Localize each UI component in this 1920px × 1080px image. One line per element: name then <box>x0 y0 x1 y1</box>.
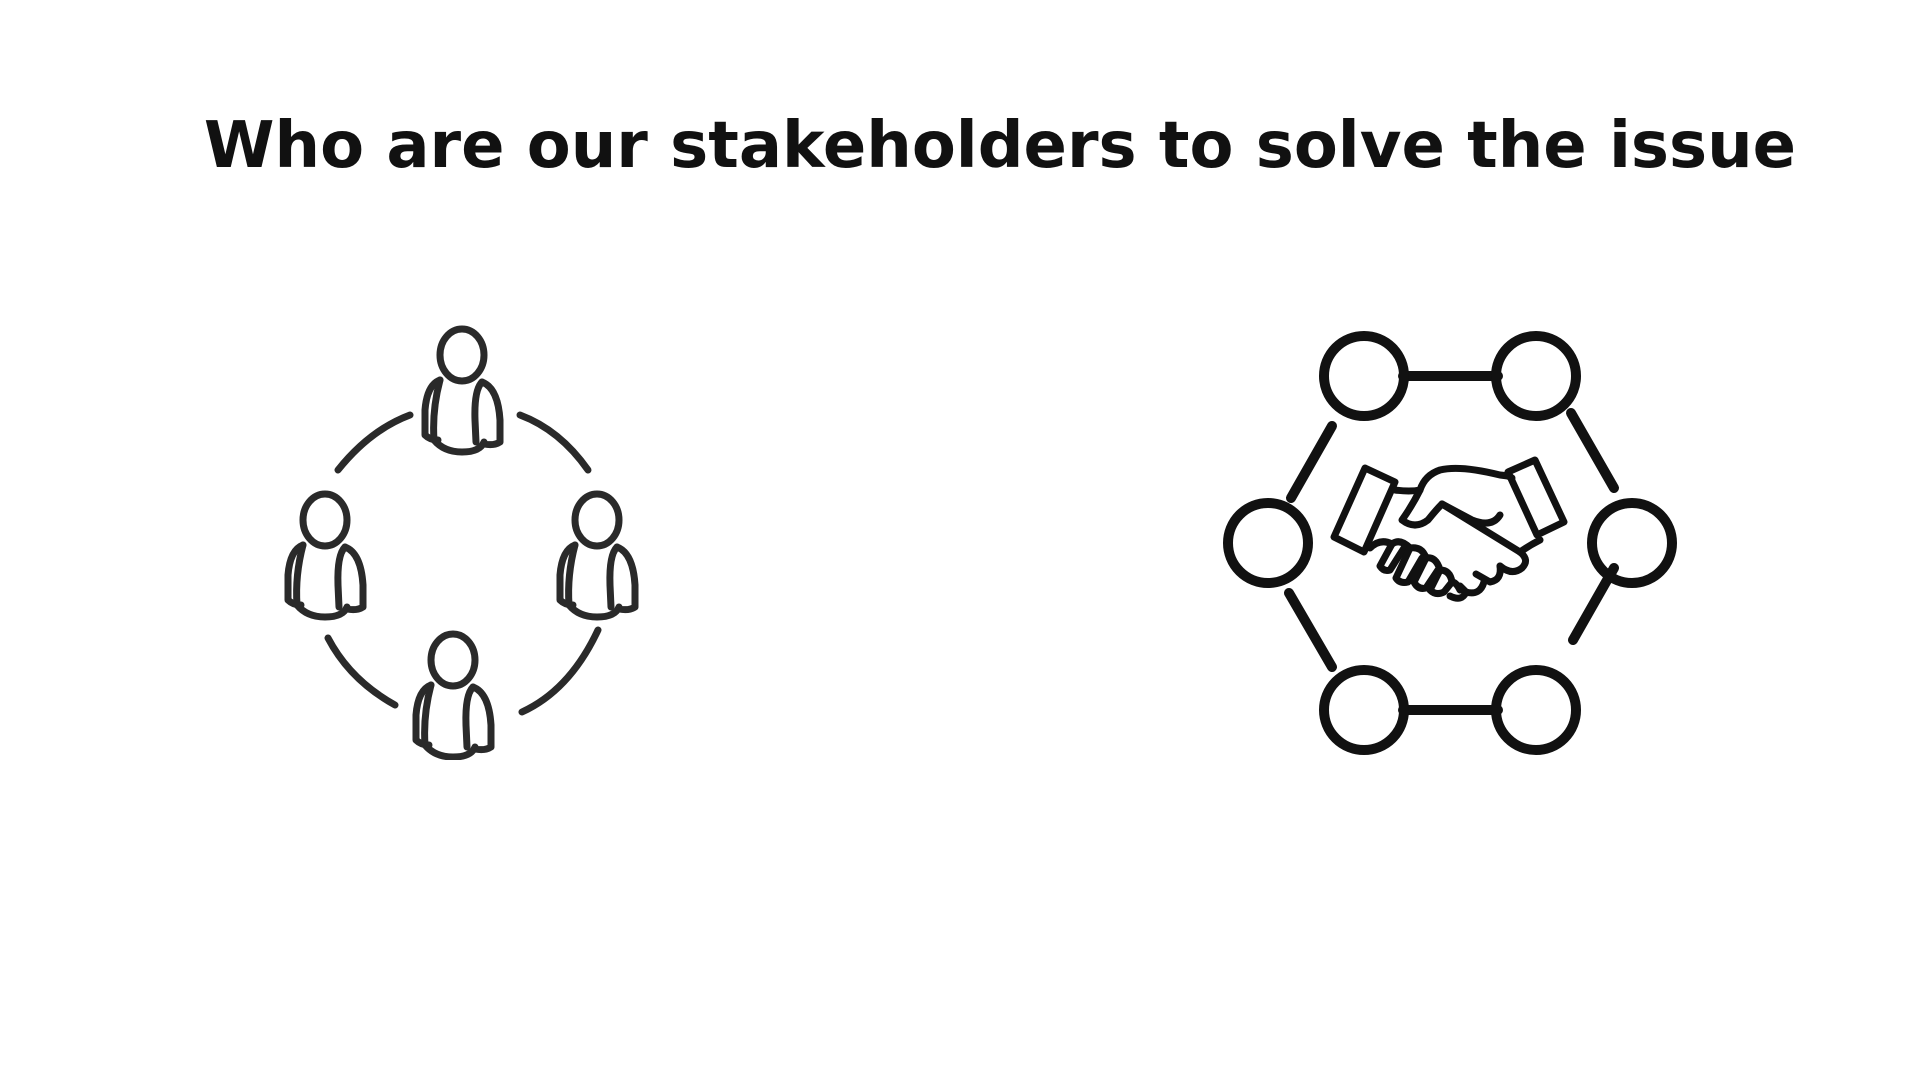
network-node <box>1319 665 1409 755</box>
person-left <box>284 490 367 621</box>
network-edge <box>1566 408 1619 493</box>
network-node <box>1319 331 1409 421</box>
connector-arc <box>324 634 399 709</box>
people-circle-icon <box>270 320 660 760</box>
connector-arc <box>518 626 602 716</box>
network-node <box>1587 498 1677 588</box>
handshake-network-icon <box>1200 320 1700 760</box>
network-edge <box>1286 421 1337 503</box>
slide-title: Who are our stakeholders to solve the is… <box>203 109 1797 183</box>
person-bottom <box>412 630 495 760</box>
connector-arc <box>516 411 592 474</box>
network-node <box>1491 331 1581 421</box>
network-edge <box>1284 588 1337 672</box>
network-node <box>1223 498 1313 588</box>
person-top <box>421 325 504 456</box>
connector-arc <box>334 411 414 474</box>
person-right <box>556 490 639 621</box>
handshake-icon <box>1330 456 1568 602</box>
network-node <box>1491 665 1581 755</box>
